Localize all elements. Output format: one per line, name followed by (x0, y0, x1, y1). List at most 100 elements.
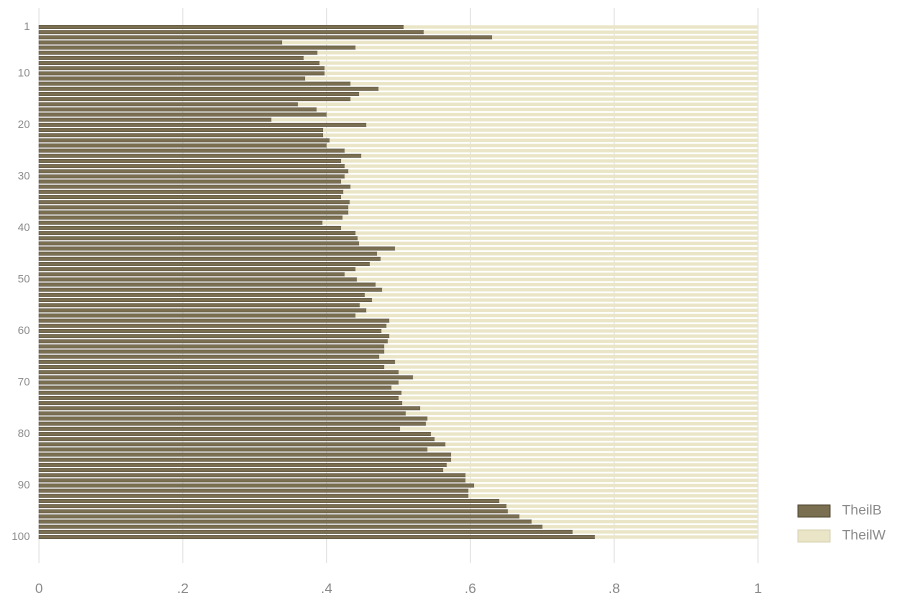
bar-segment (394, 246, 758, 251)
bar-segment (398, 370, 758, 374)
bar-segment (38, 25, 404, 29)
bar-segment (381, 329, 758, 333)
bar-segment (38, 71, 325, 76)
bar-segment (324, 66, 758, 70)
bar-segment (344, 164, 758, 168)
y-tick-label: 1 (24, 21, 30, 33)
bar-segment (38, 468, 444, 473)
bar-segment (38, 329, 382, 333)
bar-segment (38, 318, 390, 323)
bar-segment (364, 293, 758, 297)
bar-segment (386, 324, 758, 328)
bar-segment (38, 395, 399, 400)
bar-segment (340, 159, 758, 163)
bar-segment (342, 215, 758, 220)
bar-segment (38, 30, 424, 35)
bar-segment (450, 452, 758, 457)
bar-segment (434, 437, 758, 441)
bar-segment (348, 210, 758, 215)
bar-segment (348, 169, 758, 173)
bar-segment (420, 406, 758, 410)
bar-segment (38, 375, 414, 380)
y-tick-label: 100 (12, 531, 30, 543)
bar-segment (38, 488, 469, 493)
bar-segment (350, 81, 758, 86)
bar-segment (38, 401, 403, 406)
bar-segment (38, 148, 345, 153)
bar-segment (38, 76, 306, 81)
x-tick-label: 0 (35, 580, 43, 596)
bar-segment (38, 452, 452, 457)
bar-segment (38, 416, 428, 421)
bar-segment (38, 215, 343, 220)
bar-segment (305, 76, 758, 81)
y-tick-label: 60 (18, 325, 30, 337)
y-tick-label: 80 (18, 428, 30, 440)
bar-segment (38, 514, 520, 519)
bar-segment (38, 483, 475, 488)
bar-segment (38, 499, 500, 503)
bar-segment (38, 61, 320, 66)
bar-segment (38, 426, 401, 431)
bar-segment (445, 442, 758, 447)
bar-segment (403, 25, 758, 29)
legend-swatch (797, 504, 831, 518)
bar-segment (430, 432, 758, 436)
legend-swatch (797, 529, 831, 543)
bar-segment (378, 87, 758, 91)
y-tick-label: 70 (18, 376, 30, 388)
bar-segment (38, 138, 330, 143)
bar-segment (389, 318, 758, 323)
bar-segment (316, 107, 758, 112)
bar-segment (38, 153, 362, 158)
bar-segment (38, 313, 356, 318)
bar-segment (446, 463, 758, 467)
bar-segment (38, 344, 385, 349)
bar-segment (38, 81, 351, 86)
bar-segment (443, 468, 758, 472)
bar-segment (38, 231, 356, 236)
bar-segment (324, 71, 758, 76)
bar-segment (38, 282, 376, 287)
bar-segment (350, 97, 758, 101)
bar-segment (355, 313, 758, 318)
bar-segment (303, 56, 758, 60)
bar-segment (38, 128, 324, 132)
bar-segment (343, 190, 758, 194)
bar-segment (329, 138, 758, 143)
bar-segment (344, 272, 758, 276)
bar-segment (38, 272, 345, 277)
bar-segment (38, 303, 360, 308)
bar-segment (38, 365, 385, 369)
bar-segment (38, 55, 304, 60)
legend-label: TheilW (842, 527, 886, 543)
bar-segment (465, 473, 758, 477)
bar-segment (394, 360, 758, 364)
bar-segment (38, 380, 399, 385)
bar-segment (358, 241, 758, 246)
bar-segment (491, 35, 758, 40)
bar-segment (38, 50, 318, 55)
bar-segment (379, 355, 758, 359)
x-tick-label: .6 (465, 580, 477, 596)
bar-segment (405, 411, 758, 416)
bar-segment (38, 92, 360, 96)
bar-segment (38, 225, 342, 230)
bar-segment (375, 282, 758, 287)
bar-segment (340, 179, 758, 184)
bar-segment (572, 530, 758, 534)
bar-segment (348, 205, 758, 210)
bar-segment (399, 427, 758, 431)
bar-segment (398, 380, 758, 385)
bar-segment (361, 154, 758, 158)
bar-segment (38, 40, 283, 45)
y-tick-label: 40 (18, 222, 30, 234)
bar-segment (38, 112, 327, 117)
bar-segment (38, 529, 573, 534)
bar-segment (425, 422, 758, 426)
bar-segment (355, 45, 758, 50)
bar-segment (38, 107, 317, 112)
bar-segment (450, 458, 758, 462)
bar-segment (507, 509, 758, 513)
bar-segment (340, 195, 758, 199)
